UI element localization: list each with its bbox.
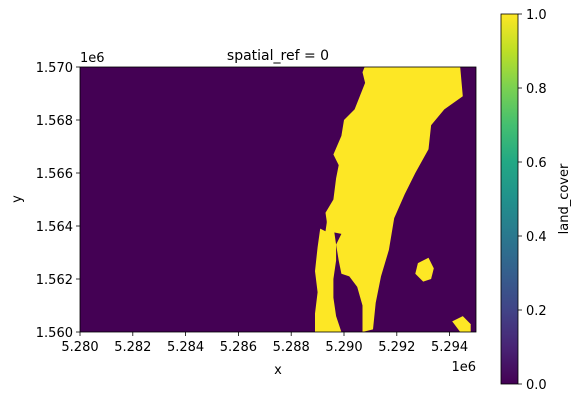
- y-tick-label: 1.564: [36, 220, 73, 235]
- y-tick-label: 1.568: [36, 114, 73, 129]
- x-axis-label: x: [274, 363, 282, 378]
- y-axis-label: y: [10, 195, 25, 203]
- colorbar-gradient: [500, 13, 519, 385]
- chart-title: spatial_ref = 0: [227, 48, 329, 64]
- x-tick-label: 5.288: [273, 340, 310, 355]
- y-axis-ticks: 1.560 1.562 1.564 1.566 1.568 1.570: [36, 61, 80, 341]
- land-cover-region-lower-right-islet: [452, 316, 471, 332]
- colorbar-tick-label: 0.8: [526, 82, 547, 97]
- x-axis-ticks: 5.280 5.282 5.284 5.286 5.288 5.290 5.292 5.294: [61, 332, 468, 355]
- x-tick-label: 5.292: [378, 340, 415, 355]
- x-offset-label: 1e6: [451, 360, 476, 375]
- y-tick-label: 1.566: [36, 167, 73, 182]
- x-tick-label: 5.286: [220, 340, 257, 355]
- x-tick-label: 5.282: [114, 340, 151, 355]
- plot-frame: [79, 66, 477, 333]
- y-offset-label: 1e6: [80, 51, 105, 66]
- land-cover-region-left-coastal-strip: [315, 212, 342, 332]
- colorbar-label: land_cover: [557, 163, 572, 234]
- land-cover-region-main-landmass: [325, 67, 463, 332]
- colorbar-tick-label: 0.6: [526, 156, 547, 171]
- x-tick-label: 5.280: [61, 340, 98, 355]
- colorbar-tick-label: 0.4: [526, 230, 547, 245]
- colorbar: 0.0 0.2 0.4 0.6 0.8 1.0 land_cover: [500, 8, 572, 393]
- y-tick-label: 1.560: [36, 326, 73, 341]
- y-tick-label: 1.570: [36, 61, 73, 76]
- x-tick-label: 5.294: [431, 340, 468, 355]
- land-cover-region-right-islet: [415, 257, 434, 282]
- colorbar-tick-label: 1.0: [526, 8, 547, 23]
- colorbar-tick-label: 0.0: [526, 378, 547, 393]
- y-tick-label: 1.562: [36, 273, 73, 288]
- x-tick-label: 5.290: [325, 340, 362, 355]
- colorbar-tick-label: 0.2: [526, 304, 547, 319]
- x-tick-label: 5.284: [167, 340, 204, 355]
- colorbar-ticks: 0.0 0.2 0.4 0.6 0.8 1.0: [518, 8, 547, 393]
- heatmap-area: [79, 66, 477, 333]
